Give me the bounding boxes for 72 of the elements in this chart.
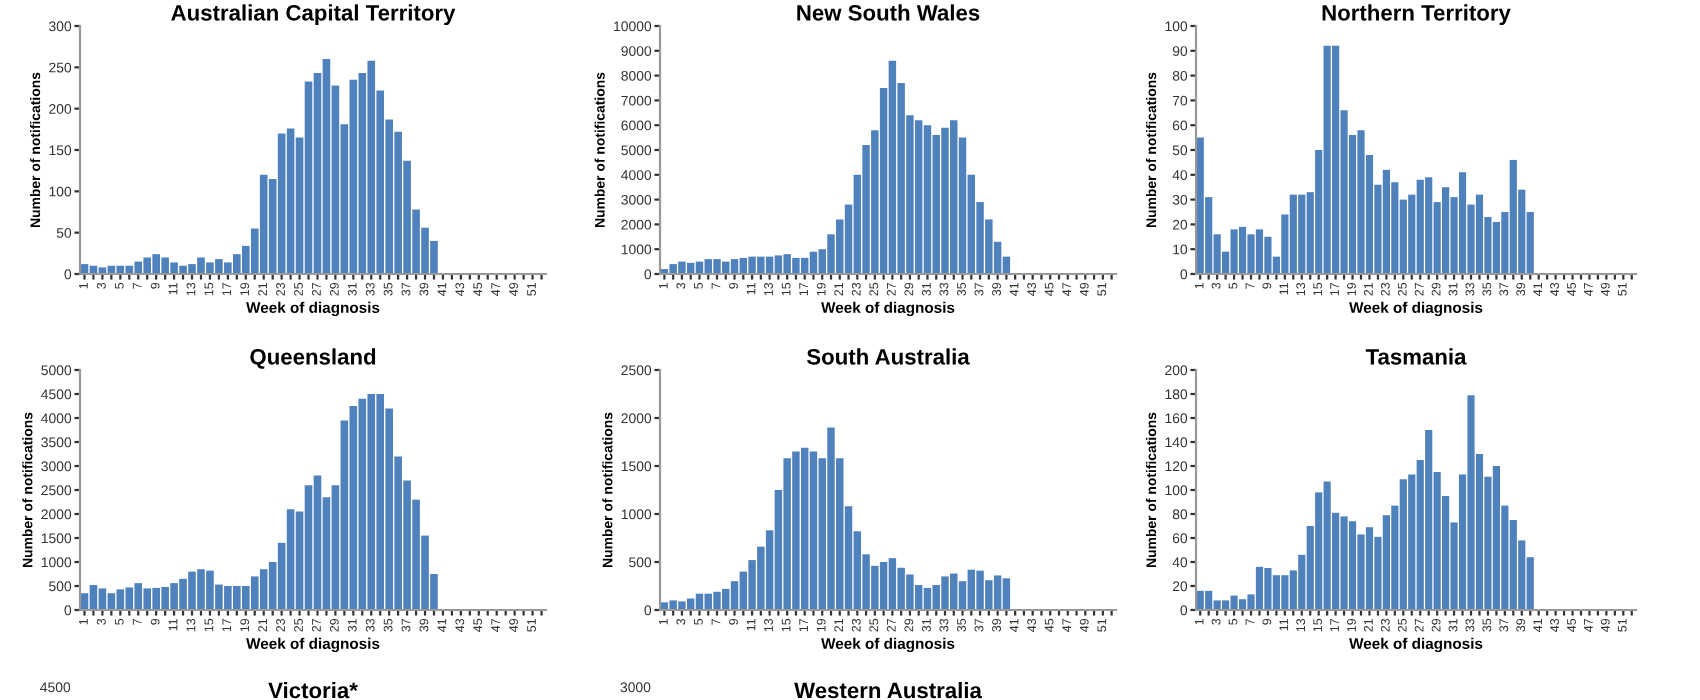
bar [349, 406, 358, 610]
bar [923, 125, 932, 274]
chart-title: Australian Capital Territory [171, 4, 456, 26]
bar [1348, 521, 1357, 610]
chart-title: Northern Territory [1322, 4, 1511, 26]
bar [993, 575, 1002, 610]
bar [277, 133, 286, 274]
bar [1238, 226, 1247, 274]
bar [1289, 194, 1297, 274]
bar [349, 79, 358, 274]
bar [686, 598, 695, 610]
bar [286, 128, 295, 274]
bar [827, 427, 835, 610]
bar [713, 259, 721, 274]
chart-title: South Australia [806, 348, 970, 365]
bar [1357, 130, 1365, 274]
bar [286, 509, 295, 610]
bar [1272, 575, 1280, 610]
bar [1196, 590, 1204, 610]
text: Victoria* [268, 682, 358, 699]
bar [967, 569, 976, 610]
chart-title: Tasmania [1365, 348, 1467, 365]
bar [774, 255, 783, 274]
bar [1255, 229, 1264, 274]
bar [125, 587, 134, 610]
bar [888, 60, 897, 274]
bar [1509, 159, 1517, 274]
bar [1323, 481, 1331, 610]
bar [809, 451, 818, 610]
bar [1365, 527, 1374, 610]
bar [1340, 516, 1348, 610]
bar [358, 398, 367, 610]
bar [1281, 575, 1289, 610]
bar [1298, 194, 1306, 274]
bar [322, 59, 331, 274]
bar [1492, 466, 1500, 610]
bar [1255, 566, 1264, 610]
bar [1230, 595, 1238, 610]
bar [259, 569, 268, 610]
bar [1002, 578, 1011, 610]
bar [1230, 229, 1238, 274]
bar [888, 558, 897, 610]
bar [914, 120, 923, 274]
text: Western Australia [794, 682, 983, 699]
bar [1416, 179, 1424, 274]
bar [1467, 395, 1475, 610]
bar [1399, 479, 1407, 610]
bar [879, 562, 888, 610]
bar [1196, 137, 1204, 274]
bar [259, 174, 268, 274]
bar [713, 591, 721, 610]
chart-title: Queensland [250, 348, 376, 369]
bar [313, 475, 322, 610]
bar [941, 127, 949, 274]
bar [1425, 177, 1433, 274]
bar [1425, 430, 1433, 610]
bar [1247, 234, 1255, 274]
bar [1382, 169, 1390, 274]
bar [1323, 45, 1331, 274]
bar [1238, 599, 1247, 610]
bar [1264, 236, 1272, 274]
bar [1332, 45, 1340, 274]
bar [1442, 187, 1450, 274]
bar [1458, 172, 1467, 274]
chart-title: New South Wales [797, 4, 980, 21]
bar [941, 576, 949, 610]
bar [800, 447, 809, 610]
bar [1222, 600, 1230, 610]
bar [1205, 590, 1213, 610]
bar [304, 81, 313, 274]
bar [1475, 194, 1484, 274]
bar [1264, 568, 1272, 610]
